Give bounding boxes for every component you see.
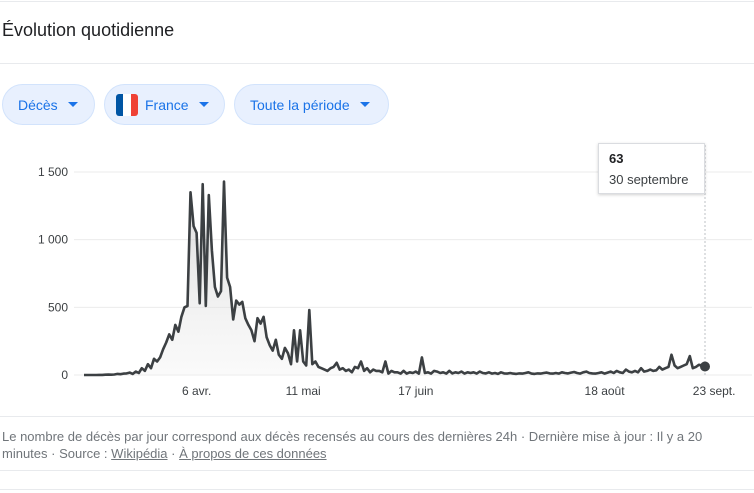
last-data-point[interactable] xyxy=(700,361,710,372)
x-tick-label: 18 août xyxy=(585,384,626,398)
x-tick-label: 23 sept. xyxy=(693,384,736,398)
top-divider xyxy=(0,1,754,2)
period-dropdown[interactable]: Toute la période xyxy=(234,84,389,125)
daily-deaths-chart[interactable]: 0 500 1 000 1 500 6 avr. 11 mai 17 juin 18 aoû… xyxy=(0,135,754,415)
period-dropdown-label: Toute la période xyxy=(250,96,350,113)
caret-down-icon xyxy=(198,102,209,107)
tooltip-value: 63 xyxy=(609,151,624,166)
metric-dropdown-label: Décès xyxy=(18,96,58,113)
y-tick-label: 1 500 xyxy=(38,165,68,179)
x-tick-label: 6 avr. xyxy=(182,384,211,398)
footnote-separator: · xyxy=(51,446,56,461)
chart-tooltip: 63 30 septembre xyxy=(598,143,705,194)
country-dropdown[interactable]: France xyxy=(104,84,225,125)
chart-divider xyxy=(0,416,754,417)
about-data-link[interactable]: À propos de ces données xyxy=(179,446,327,461)
footnote-text: Le nombre de décès par jour correspond a… xyxy=(2,429,703,461)
footnote-separator: · xyxy=(171,446,176,461)
y-tick-label: 500 xyxy=(48,300,68,314)
metric-dropdown[interactable]: Décès xyxy=(2,84,95,125)
chart-footnote: Le nombre de décès par jour correspond a… xyxy=(2,428,742,462)
caret-down-icon xyxy=(67,102,78,107)
bottom-divider xyxy=(0,489,754,490)
bottom-divider xyxy=(0,470,754,471)
x-tick-label: 17 juin xyxy=(398,384,433,398)
page-title: Évolution quotidienne xyxy=(2,20,175,40)
france-flag-icon xyxy=(116,93,138,116)
x-tick-label: 11 mai xyxy=(286,384,321,398)
series-line xyxy=(84,180,706,377)
y-tick-label: 0 xyxy=(61,368,68,382)
y-tick-label: 1 000 xyxy=(38,233,68,247)
tooltip-date: 30 septembre xyxy=(609,172,689,187)
country-dropdown-label: France xyxy=(145,96,189,113)
series-area xyxy=(84,181,705,375)
caret-down-icon xyxy=(359,102,370,107)
wikipedia-link[interactable]: Wikipédia xyxy=(111,446,168,461)
header-divider xyxy=(0,63,754,64)
source-label: Source : xyxy=(59,446,108,461)
